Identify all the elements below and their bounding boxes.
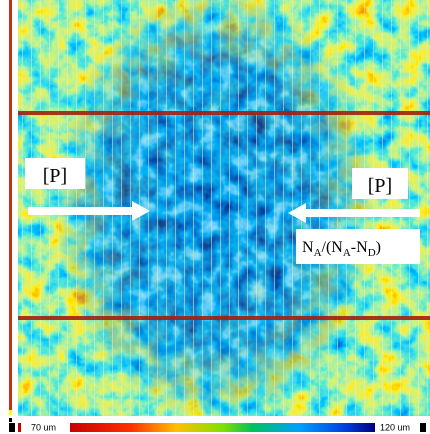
ratio-sub: A — [343, 247, 351, 259]
label-box — [352, 168, 408, 199]
ratio-part: -N — [351, 239, 368, 256]
right-label: [P] — [368, 175, 392, 197]
scale-cap — [9, 423, 15, 432]
ratio-sub: A — [314, 247, 322, 259]
frame-line — [9, 0, 12, 410]
ratio-part: /(N — [322, 239, 344, 256]
ratio-part: ) — [376, 239, 381, 256]
ratio-sub: D — [368, 247, 376, 259]
ratio-part: N — [302, 239, 314, 256]
scan-stripe — [18, 316, 430, 320]
frame-mark — [9, 410, 12, 415]
left-label: [P] — [43, 165, 67, 187]
label-box — [25, 158, 85, 189]
scale-cap — [420, 423, 426, 432]
scale-tick — [18, 423, 21, 432]
arrow — [28, 201, 150, 221]
frame-mark — [9, 418, 12, 422]
label-box — [296, 229, 420, 264]
ratio-label: NA/(NA-ND) — [302, 239, 381, 259]
scan-stripe — [18, 111, 430, 115]
arrow — [288, 203, 420, 223]
scale-min-label: 70 um — [31, 422, 56, 432]
scale-max-label: 120 um — [380, 422, 410, 432]
color-scale — [70, 423, 375, 432]
